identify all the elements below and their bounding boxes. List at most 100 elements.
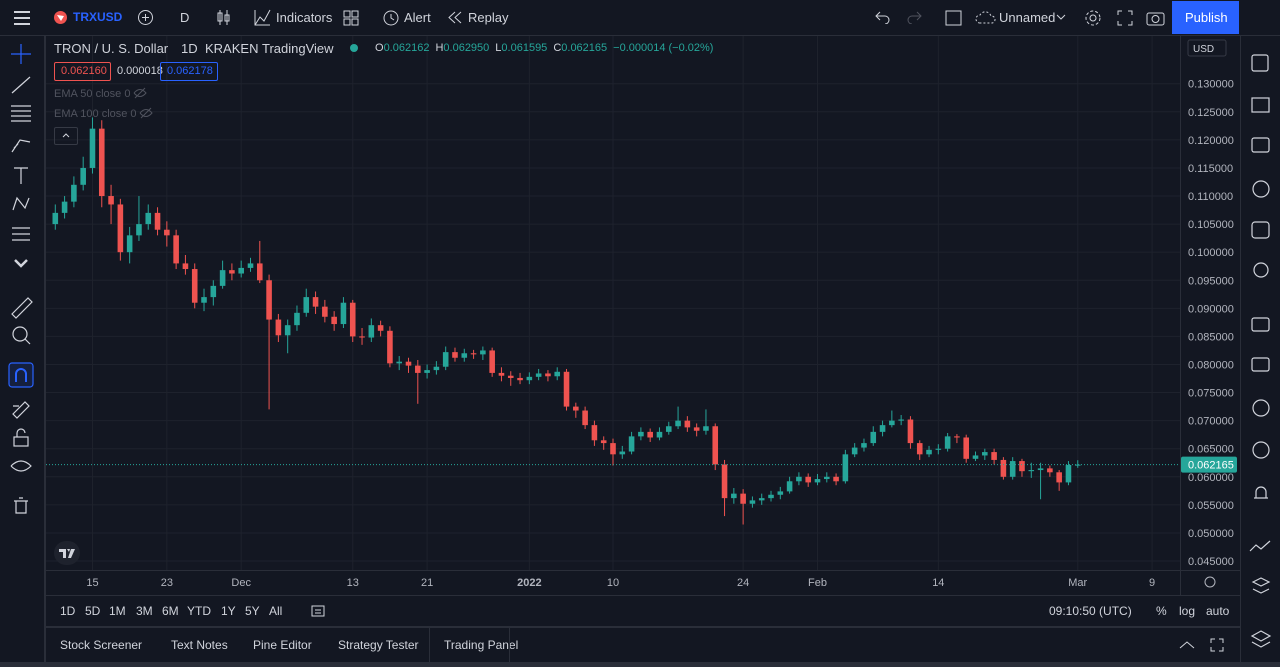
ideas-stream-icon[interactable] [1253, 262, 1269, 278]
range-button[interactable]: 1Y [221, 604, 236, 618]
range-button[interactable]: 3M [136, 604, 153, 618]
watchlist-icon[interactable] [1251, 54, 1269, 72]
tab[interactable]: Pine Editor [253, 638, 312, 652]
y-tick-label: 0.045000 [1188, 556, 1234, 568]
range-button[interactable]: 5Y [245, 604, 260, 618]
y-tick-label: 0.085000 [1188, 331, 1234, 343]
range-button[interactable]: 1M [109, 604, 126, 618]
tv-logo [54, 541, 80, 565]
publish-button[interactable] [1172, 1, 1239, 34]
calendar-icon[interactable] [1251, 221, 1270, 239]
legend-exchange: KRAKEN [205, 41, 259, 56]
y-tick-label: 0.050000 [1188, 528, 1234, 540]
symbol[interactable]: TRXUSD [73, 10, 123, 24]
tab[interactable]: Strategy Tester [338, 638, 419, 652]
text-tool[interactable] [14, 167, 28, 184]
layout-icon[interactable] [945, 10, 962, 26]
lock-tool[interactable] [13, 436, 29, 447]
chat-icon[interactable] [1251, 317, 1270, 332]
candle-body [164, 229, 170, 236]
fib-tool[interactable] [11, 105, 31, 122]
news-icon[interactable] [1251, 97, 1270, 113]
data-window-icon[interactable] [1249, 540, 1271, 552]
delete-tool[interactable] [14, 497, 28, 514]
percent-toggle[interactable]: % [1156, 604, 1167, 618]
streams-icon[interactable] [1252, 441, 1270, 459]
indicator-label[interactable]: EMA 50 close 0 [54, 88, 131, 100]
messages-icon[interactable] [1251, 357, 1270, 372]
ask-box[interactable] [160, 62, 218, 81]
candle-body [461, 353, 468, 358]
tab[interactable]: Stock Screener [60, 638, 143, 652]
candle-body [916, 443, 923, 455]
candle-body [1009, 461, 1016, 477]
settings-icon[interactable] [1084, 9, 1102, 27]
hotlist-icon[interactable] [1252, 180, 1270, 198]
lock-drawing-tool[interactable] [12, 401, 30, 419]
layout-name[interactable]: Unnamed [999, 10, 1056, 25]
candle-body [507, 375, 514, 378]
compare-icon[interactable] [137, 9, 154, 26]
maximize-panel[interactable] [1210, 638, 1224, 652]
replay-button[interactable]: Replay [468, 10, 509, 25]
trendline-tool[interactable] [11, 76, 31, 94]
templates-icon[interactable] [343, 10, 359, 26]
zoom-tool[interactable] [12, 326, 28, 342]
layers-icon[interactable] [1250, 630, 1272, 648]
range-button[interactable]: All [269, 604, 283, 618]
collapse-panel[interactable] [1179, 640, 1195, 650]
alert-icon[interactable] [382, 9, 400, 26]
object-tree-icon[interactable] [1251, 577, 1271, 594]
indicator-label[interactable]: EMA 100 close 0 [54, 108, 137, 120]
candle-body [944, 436, 951, 449]
redo-icon[interactable] [906, 10, 922, 24]
candle-body [582, 410, 588, 426]
magnet-tool[interactable] [8, 362, 34, 388]
auto-toggle[interactable]: auto [1206, 604, 1230, 618]
replay-icon[interactable] [447, 11, 463, 24]
hidden-icon[interactable] [133, 87, 147, 99]
date-range-icon[interactable] [311, 604, 325, 618]
y-tick-label: 0.115000 [1188, 163, 1233, 175]
snapshot-icon[interactable] [1146, 10, 1165, 26]
settings-icon[interactable] [1204, 576, 1216, 588]
bid-box[interactable] [54, 62, 111, 81]
candle-body [1000, 459, 1007, 477]
collapse-legend[interactable] [54, 127, 78, 145]
hidden-icon[interactable] [139, 107, 153, 119]
help-icon[interactable] [1252, 399, 1270, 417]
y-tick-label: 0.075000 [1188, 388, 1234, 400]
ohlc-key: O [375, 42, 384, 54]
prediction-tool[interactable] [12, 227, 30, 241]
market-status [350, 44, 358, 52]
indicators-button[interactable]: Indicators [276, 10, 333, 25]
candle-body [377, 325, 384, 331]
notifications-icon[interactable] [1254, 486, 1268, 499]
tab[interactable]: Trading Panel [444, 638, 519, 652]
tab[interactable]: Text Notes [171, 638, 228, 652]
ruler-tool[interactable] [11, 297, 33, 319]
range-button[interactable]: YTD [187, 604, 211, 618]
range-button[interactable]: 5D [85, 604, 101, 618]
undo-icon[interactable] [875, 10, 891, 24]
fullscreen-icon[interactable] [1117, 10, 1133, 26]
logo-bg [54, 541, 80, 565]
chart-type-icon[interactable] [216, 9, 232, 26]
ideas-icon[interactable] [1251, 137, 1270, 153]
alert-button[interactable]: Alert [404, 10, 431, 25]
range-button[interactable]: 6M [162, 604, 179, 618]
publish-label[interactable]: Publish [1185, 10, 1228, 25]
cloud-icon[interactable] [975, 10, 997, 24]
range-button[interactable]: 1D [60, 604, 76, 618]
crosshair-tool[interactable] [11, 44, 31, 64]
interval[interactable]: D [180, 10, 190, 25]
menu-icon[interactable] [12, 9, 32, 27]
dropdown-icon[interactable] [1056, 14, 1066, 21]
pattern-tool[interactable] [12, 196, 30, 211]
more-tools[interactable] [14, 259, 28, 268]
brush-tool[interactable] [11, 139, 31, 153]
y-tick-label: 0.070000 [1188, 416, 1234, 428]
hide-tool[interactable] [10, 460, 32, 472]
indicators-icon[interactable] [254, 9, 271, 26]
log-toggle[interactable]: log [1179, 604, 1196, 618]
